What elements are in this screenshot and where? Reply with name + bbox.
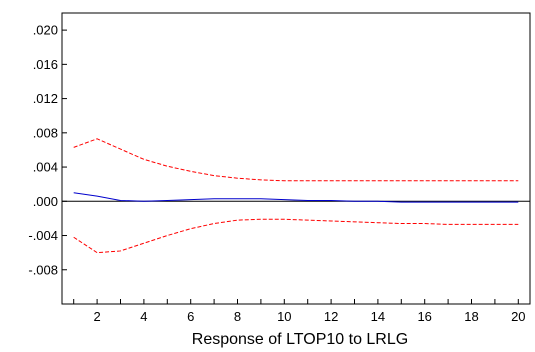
y-tick-label: -.008: [28, 262, 58, 277]
x-tick-label: 12: [324, 309, 338, 324]
y-tick-label: .008: [33, 125, 58, 140]
x-axis-ticks: 2 4 6 8 10 12 14 16 18 20: [73, 299, 526, 324]
y-tick-label: -.004: [28, 228, 58, 243]
upper-band-line: [73, 138, 519, 182]
y-tick-label: .016: [33, 57, 58, 72]
lower-band-line: [73, 218, 519, 254]
x-tick-label: 10: [277, 309, 291, 324]
y-tick-label: .020: [33, 23, 58, 38]
plot-frame: [61, 12, 531, 305]
series-layer: [73, 138, 519, 254]
x-tick-label: 4: [140, 309, 147, 324]
x-tick-label: 14: [371, 309, 385, 324]
y-tick-label: .012: [33, 91, 58, 106]
y-tick-label: .000: [33, 194, 58, 209]
x-tick-label: 6: [187, 309, 194, 324]
response-line: [73, 192, 519, 203]
x-tick-label: 8: [234, 309, 241, 324]
y-axis-ticks: .020 .016 .012 .008 .004 .000 -.004 -.008: [28, 23, 67, 277]
x-axis-title: Response of LTOP10 to LRLG: [192, 331, 408, 348]
x-tick-label: 20: [511, 309, 525, 324]
x-tick-label: 2: [93, 309, 100, 324]
y-tick-label: .004: [33, 160, 58, 175]
x-tick-label: 18: [464, 309, 478, 324]
x-tick-label: 16: [417, 309, 431, 324]
